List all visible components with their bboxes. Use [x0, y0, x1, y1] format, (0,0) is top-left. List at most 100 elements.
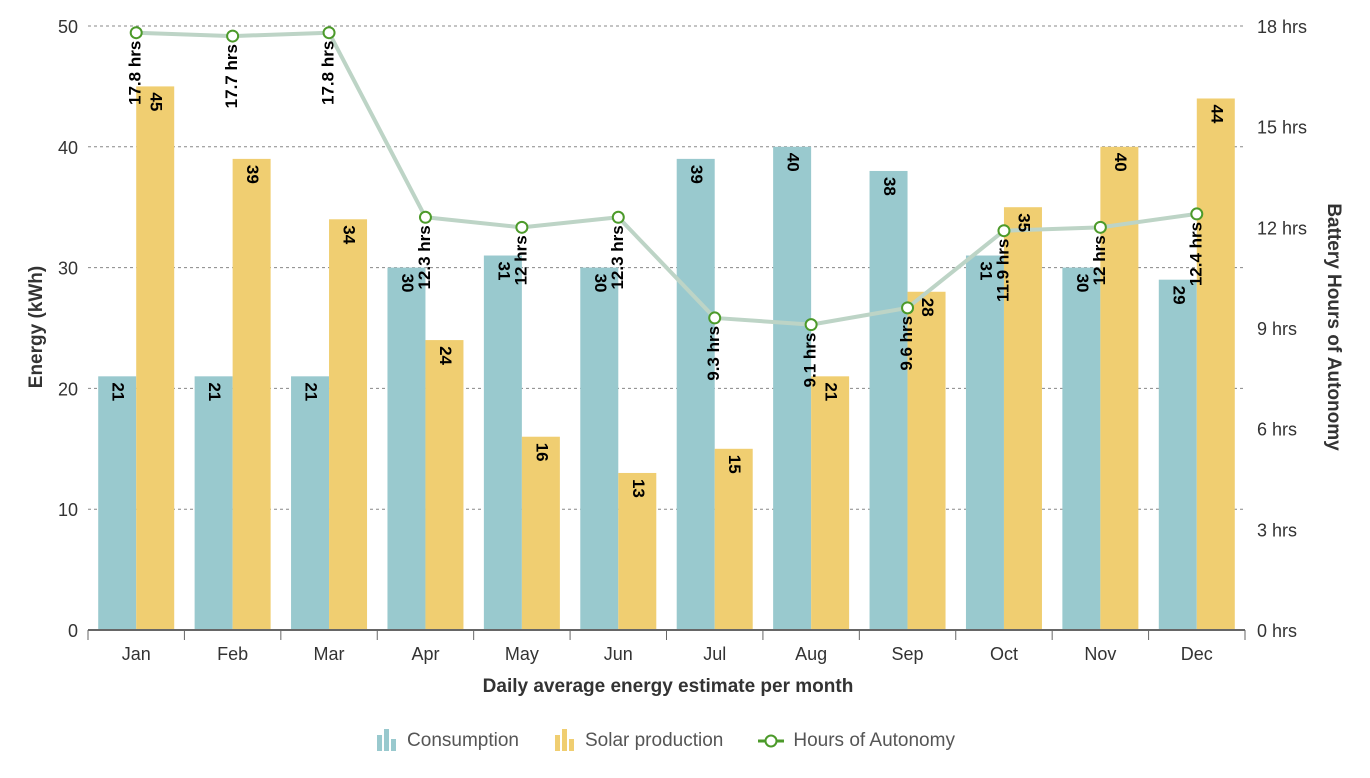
bar-data-label: 28 — [918, 298, 937, 317]
bar-consumption — [1158, 279, 1197, 630]
autonomy-data-label: 9.1 hrs — [801, 333, 820, 388]
autonomy-data-label: 17.7 hrs — [222, 44, 241, 108]
bar-solar-production — [618, 472, 657, 630]
bar-data-label: 30 — [1073, 274, 1092, 293]
autonomy-data-label: 17.8 hrs — [319, 41, 338, 105]
bar-data-label: 16 — [532, 443, 551, 462]
autonomy-point — [1190, 207, 1204, 221]
x-tick-label: Mar — [314, 644, 345, 664]
bar-consumption — [869, 170, 908, 630]
bar-data-label: 45 — [147, 92, 166, 111]
bar-data-label: 29 — [1169, 286, 1188, 305]
legend-label: Hours of Autonomy — [793, 730, 955, 751]
line-series-icon — [758, 734, 785, 748]
y2-tick-label: 0 hrs — [1257, 621, 1297, 641]
bar-data-label: 15 — [725, 455, 744, 474]
y2-tick-label: 6 hrs — [1257, 420, 1297, 440]
bar-solar-production — [907, 291, 946, 630]
bar-data-label: 21 — [302, 382, 321, 401]
x-tick-label: Nov — [1084, 644, 1116, 664]
bar-data-label: 40 — [1111, 153, 1130, 172]
axes: 0 10 20 30 40 50 0 hrs 3 hrs 6 hrs 9 hrs 12 hrs 15 … — [58, 17, 1307, 664]
bar-data-label: 31 — [976, 262, 995, 281]
bar-consumption — [773, 146, 812, 631]
bar-solar-production — [232, 158, 271, 630]
bar-consumption — [291, 376, 330, 630]
bar-series-icon — [377, 729, 397, 751]
autonomy-point — [226, 29, 240, 43]
autonomy-point — [129, 26, 143, 40]
y-tick-label: 50 — [58, 17, 78, 37]
legend-label: Consumption — [407, 730, 519, 751]
y2-tick-label: 3 hrs — [1257, 520, 1297, 540]
x-tick-label: May — [505, 644, 539, 664]
autonomy-data-label: 12.3 hrs — [415, 225, 434, 289]
autonomy-point — [611, 210, 625, 224]
legend-item-hours-of-autonomy[interactable]: Hours of Autonomy — [757, 730, 955, 752]
x-tick-label: Feb — [217, 644, 248, 664]
bar-data-label: 39 — [687, 165, 706, 184]
autonomy-line — [129, 26, 1204, 332]
autonomy-point — [515, 220, 529, 234]
bar-data-label: 21 — [109, 382, 128, 401]
bar-consumption — [194, 376, 233, 630]
y2-tick-label: 9 hrs — [1257, 319, 1297, 339]
bar-data-label: 31 — [494, 262, 513, 281]
autonomy-data-label: 17.8 hrs — [126, 41, 145, 105]
y-tick-label: 40 — [58, 138, 78, 158]
autonomy-point — [708, 311, 722, 325]
x-tick-label: Apr — [411, 644, 439, 664]
y-tick-label: 20 — [58, 379, 78, 399]
autonomy-data-label: 9.3 hrs — [704, 326, 723, 381]
bar-solar-production — [1196, 98, 1235, 631]
autonomy-data-label: 9.6 hrs — [897, 316, 916, 371]
autonomy-data-label: 12 hrs — [511, 235, 530, 285]
bar-solar-production — [1100, 146, 1139, 631]
y-tick-label: 0 — [68, 621, 78, 641]
bar-solar-production — [329, 219, 368, 630]
bar-consumption — [387, 267, 426, 630]
bars — [98, 86, 1235, 631]
bar-data-label: 21 — [822, 382, 841, 401]
bar-data-label: 13 — [629, 479, 648, 498]
bar-series-icon — [554, 729, 574, 751]
bar-data-label: 39 — [243, 165, 262, 184]
y2-tick-label: 18 hrs — [1257, 17, 1307, 37]
y2-axis-title: Battery Hours of Autonomy — [1323, 203, 1344, 451]
bar-solar-production — [1003, 207, 1042, 630]
legend-label: Solar production — [584, 730, 724, 751]
x-tick-label: Dec — [1181, 644, 1213, 664]
legend-item-consumption[interactable]: Consumption — [375, 729, 519, 753]
bar-solar-production — [521, 436, 560, 630]
autonomy-point — [322, 26, 336, 40]
x-tick-label: Aug — [795, 644, 827, 664]
bar-consumption — [580, 267, 619, 630]
y-tick-label: 10 — [58, 500, 78, 520]
autonomy-data-label: 12 hrs — [1090, 235, 1109, 285]
x-tick-label: Oct — [990, 644, 1018, 664]
bar-consumption — [965, 255, 1004, 630]
x-tick-label: Jul — [703, 644, 726, 664]
autonomy-data-label: 11.9 hrs — [993, 239, 1012, 302]
bar-solar-production — [811, 376, 850, 630]
x-tick-label: Jun — [604, 644, 633, 664]
bar-solar-production — [425, 340, 464, 630]
autonomy-point — [804, 318, 818, 332]
bar-consumption — [483, 255, 522, 630]
bar-data-label: 40 — [784, 153, 803, 172]
bar-data-label: 30 — [398, 274, 417, 293]
x-tick-label: Sep — [892, 644, 924, 664]
autonomy-line-path — [136, 30, 1198, 327]
bar-data-label: 24 — [436, 346, 455, 365]
bar-solar-production — [136, 86, 175, 630]
bar-data-label: 44 — [1207, 104, 1226, 123]
autonomy-point — [418, 210, 432, 224]
legend-item-solar-production[interactable]: Solar production — [553, 729, 723, 753]
bar-consumption — [98, 376, 137, 630]
autonomy-point — [901, 301, 915, 315]
bar-consumption — [1062, 267, 1101, 630]
autonomy-data-label: 12.4 hrs — [1186, 222, 1205, 286]
legend: Consumption Solar production Hours of Au… — [0, 726, 1330, 756]
autonomy-data-label: 12.3 hrs — [608, 225, 627, 289]
